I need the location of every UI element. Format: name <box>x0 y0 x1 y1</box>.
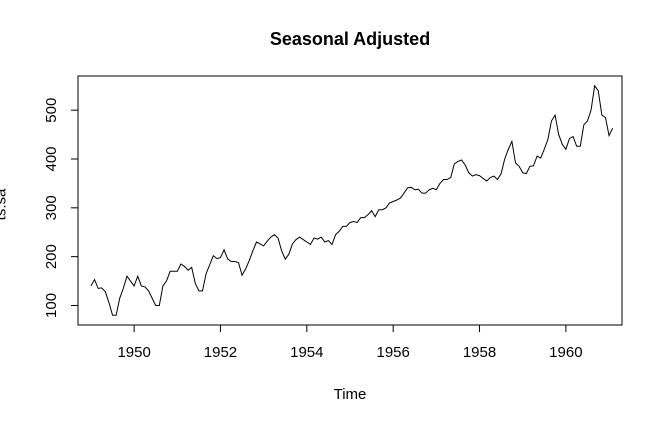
axes: 1950 1952 1954 1956 1958 1960 100 200 300 400 500 <box>43 98 583 361</box>
x-tick-label: 1950 <box>117 344 150 361</box>
plot-frame <box>77 75 623 326</box>
y-tick-label: 300 <box>43 195 60 220</box>
x-axis-label: Time <box>333 386 367 403</box>
x-tick-label: 1954 <box>290 344 323 361</box>
y-axis-label: ts.sa <box>0 188 10 221</box>
x-tick-label: 1958 <box>463 344 496 361</box>
y-tick-label: 100 <box>43 293 60 318</box>
series-line <box>90 84 614 316</box>
chart-title: Seasonal Adjusted <box>269 29 431 49</box>
x-tick-label: 1960 <box>549 344 582 361</box>
x-tick-label: 1952 <box>204 344 237 361</box>
x-tick-label: 1956 <box>376 344 409 361</box>
y-tick-label: 500 <box>43 98 60 123</box>
y-tick-label: 200 <box>43 244 60 269</box>
y-tick-label: 400 <box>43 146 60 171</box>
